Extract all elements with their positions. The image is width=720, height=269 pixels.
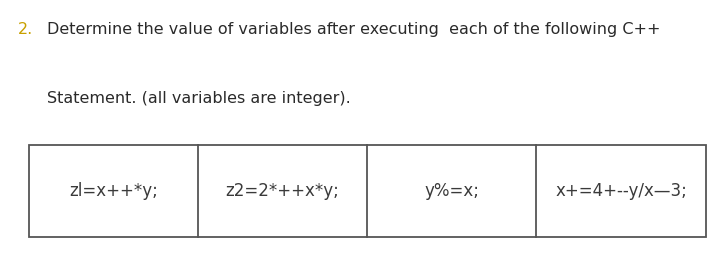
Text: Determine the value of variables after executing  each of the following C++: Determine the value of variables after e…	[47, 22, 660, 37]
Text: Statement. (all variables are integer).: Statement. (all variables are integer).	[47, 91, 351, 107]
Text: zl=x++*y;: zl=x++*y;	[69, 182, 158, 200]
Text: x+=4+--y/x—3;: x+=4+--y/x—3;	[555, 182, 687, 200]
Text: y%=x;: y%=x;	[424, 182, 480, 200]
Text: 2.: 2.	[18, 22, 33, 37]
Text: z2=2*++x*y;: z2=2*++x*y;	[225, 182, 340, 200]
